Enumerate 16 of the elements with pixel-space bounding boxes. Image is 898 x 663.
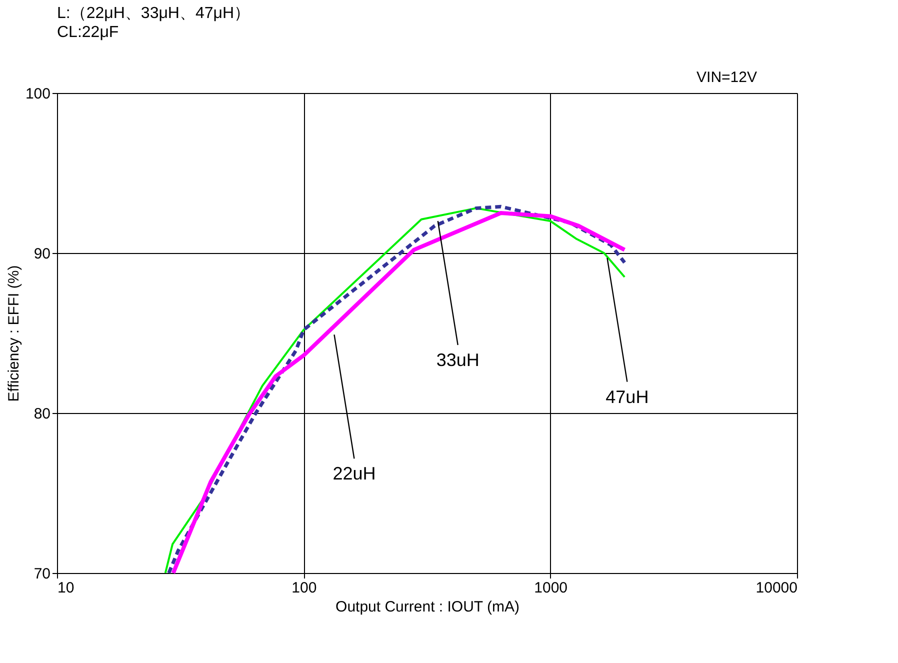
y-tick-label: 100 xyxy=(25,86,50,102)
annotation: 33uH xyxy=(436,350,480,370)
y-tick-label: 80 xyxy=(34,406,50,422)
x-axis-title: Output Current : IOUT (mA) xyxy=(336,598,520,616)
chart-title: L:（22μH、33μH、47μH） xyxy=(57,5,250,22)
annotation: 22uH xyxy=(332,464,376,484)
x-tick-label: 100 xyxy=(292,580,317,596)
y-tick-label: 90 xyxy=(34,246,50,262)
annotation: 47uH xyxy=(606,386,649,407)
x-tick-label: 1000 xyxy=(534,580,568,596)
y-tick-label: 70 xyxy=(34,566,50,582)
text: VIN=12V xyxy=(696,69,757,86)
chart-subtitle: CL:22μF xyxy=(57,24,119,41)
x-tick-label: 10 xyxy=(58,580,74,596)
y-axis-title: Efficiency : EFFI (%) xyxy=(5,265,22,402)
x-tick-label: 10000 xyxy=(756,580,798,596)
